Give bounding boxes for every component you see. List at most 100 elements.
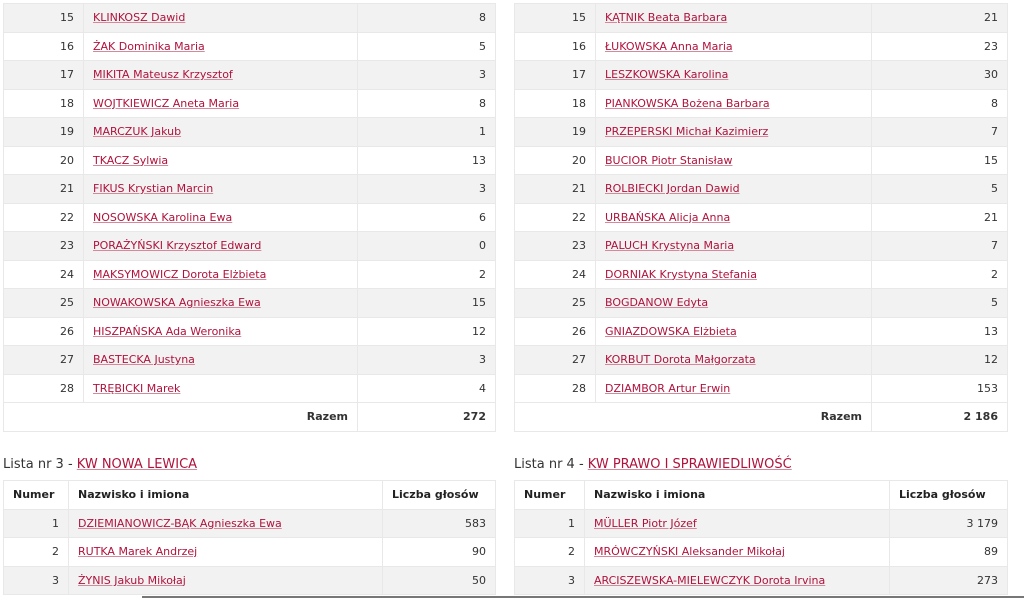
candidate-votes: 8 <box>357 88 496 118</box>
table-row: 26 HISZPAŃSKA Ada Weronika 12 <box>3 316 496 346</box>
candidate-number: 20 <box>514 145 596 175</box>
candidate-name-cell: KĄTNIK Beata Barbara <box>595 3 872 33</box>
table-row: 23 PORAŻYŃSKI Krzysztof Edward 0 <box>3 231 496 261</box>
candidate-votes: 583 <box>382 508 496 538</box>
candidate-number: 27 <box>514 345 596 375</box>
table-row: 1 MÜLLER Piotr Józef 3 179 <box>514 508 1008 538</box>
candidate-votes: 13 <box>871 316 1008 346</box>
list3-heading: Lista nr 3 - KW NOWA LEWICA <box>3 457 197 472</box>
candidate-name-cell: FIKUS Krystian Marcin <box>83 174 358 204</box>
table-row: 1 DZIEMIANOWICZ-BĄK Agnieszka Ewa 583 <box>3 508 496 538</box>
candidate-link[interactable]: DZIAMBOR Artur Erwin <box>605 381 731 395</box>
candidate-number: 25 <box>3 288 84 318</box>
candidate-link[interactable]: BUCIOR Piotr Stanisław <box>605 153 733 167</box>
candidate-link[interactable]: ŁUKOWSKA Anna Maria <box>605 39 733 53</box>
candidate-link[interactable]: PALUCH Krystyna Maria <box>605 239 735 253</box>
candidate-link[interactable]: MARCZUK Jakub <box>93 125 182 139</box>
candidate-number: 18 <box>514 88 596 118</box>
candidate-name-cell: BOGDANOW Edyta <box>595 288 872 318</box>
candidate-link[interactable]: ARCISZEWSKA-MIELEWCZYK Dorota Irvina <box>594 573 826 587</box>
candidate-votes: 89 <box>889 537 1008 567</box>
table-row: 2 MRÓWCZYŃSKI Aleksander Mikołaj 89 <box>514 537 1008 567</box>
candidate-votes: 50 <box>382 565 496 595</box>
candidate-number: 26 <box>3 316 84 346</box>
candidate-number: 19 <box>514 117 596 147</box>
total-row: Razem 2 186 <box>514 402 1008 432</box>
candidate-link[interactable]: MIKITA Mateusz Krzysztof <box>93 68 233 82</box>
table-row: 28 TRĘBICKI Marek 4 <box>3 373 496 403</box>
list4-committee-link[interactable]: KW PRAWO I SPRAWIEDLIWOŚĆ <box>587 457 792 472</box>
candidate-link[interactable]: MÜLLER Piotr Józef <box>594 516 697 530</box>
candidate-number: 24 <box>3 259 84 289</box>
table-row: 23 PALUCH Krystyna Maria 7 <box>514 231 1008 261</box>
candidate-votes: 7 <box>871 231 1008 261</box>
candidate-number: 28 <box>3 373 84 403</box>
candidate-link[interactable]: PIANKOWSKA Bożena Barbara <box>605 96 770 110</box>
candidate-name-cell: DZIAMBOR Artur Erwin <box>595 373 872 403</box>
table-row: 16 ŁUKOWSKA Anna Maria 23 <box>514 31 1008 61</box>
candidate-number: 25 <box>514 288 596 318</box>
candidate-link[interactable]: ŻYNIS Jakub Mikołaj <box>78 573 186 587</box>
list3-committee-link[interactable]: KW NOWA LEWICA <box>76 457 198 472</box>
candidate-name-cell: HISZPAŃSKA Ada Weronika <box>83 316 358 346</box>
candidate-link[interactable]: DZIEMIANOWICZ-BĄK Agnieszka Ewa <box>78 516 282 530</box>
candidate-name-cell: LESZKOWSKA Karolina <box>595 60 872 90</box>
candidate-name-cell: PALUCH Krystyna Maria <box>595 231 872 261</box>
candidates-table-upper-left: 15 KLINKOSZ Dawid 8 16 ŻAK Dominika Maria 5 17… <box>3 3 496 432</box>
candidate-name-cell: GNIAZDOWSKA Elżbieta <box>595 316 872 346</box>
candidate-link[interactable]: DORNIAK Krystyna Stefania <box>605 267 757 281</box>
candidate-link[interactable]: WOJTKIEWICZ Aneta Maria <box>93 96 240 110</box>
candidate-link[interactable]: FIKUS Krystian Marcin <box>93 182 214 196</box>
candidate-name-cell: TRĘBICKI Marek <box>83 373 358 403</box>
candidate-name-cell: MIKITA Mateusz Krzysztof <box>83 60 358 90</box>
table-row: 19 MARCZUK Jakub 1 <box>3 117 496 147</box>
candidate-number: 16 <box>514 31 596 61</box>
horizontal-scrollbar[interactable] <box>142 596 1024 598</box>
candidate-link[interactable]: KLINKOSZ Dawid <box>93 11 186 25</box>
candidate-name-cell: PRZEPERSKI Michał Kazimierz <box>595 117 872 147</box>
candidate-name-cell: KORBUT Dorota Małgorzata <box>595 345 872 375</box>
candidate-name-cell: NOSOWSKA Karolina Ewa <box>83 202 358 232</box>
candidate-number: 21 <box>514 174 596 204</box>
candidate-number: 19 <box>3 117 84 147</box>
candidate-votes: 12 <box>357 316 496 346</box>
table-row: 15 KLINKOSZ Dawid 8 <box>3 3 496 33</box>
candidate-votes: 5 <box>871 288 1008 318</box>
candidate-votes: 90 <box>382 537 496 567</box>
candidate-link[interactable]: GNIAZDOWSKA Elżbieta <box>605 324 737 338</box>
candidate-link[interactable]: PORAŻYŃSKI Krzysztof Edward <box>93 239 262 253</box>
candidate-number: 23 <box>514 231 596 261</box>
candidate-votes: 3 <box>357 174 496 204</box>
candidate-link[interactable]: TKACZ Sylwia <box>93 153 169 167</box>
candidate-link[interactable]: RUTKA Marek Andrzej <box>78 545 198 559</box>
candidate-number: 24 <box>514 259 596 289</box>
candidate-link[interactable]: LESZKOWSKA Karolina <box>605 68 729 82</box>
table-row: 22 NOSOWSKA Karolina Ewa 6 <box>3 202 496 232</box>
candidate-link[interactable]: MAKSYMOWICZ Dorota Elżbieta <box>93 267 267 281</box>
candidate-link[interactable]: TRĘBICKI Marek <box>93 381 181 395</box>
table-row: 17 MIKITA Mateusz Krzysztof 3 <box>3 60 496 90</box>
candidate-link[interactable]: ŻAK Dominika Maria <box>93 39 205 53</box>
candidate-link[interactable]: ROLBIECKI Jordan Dawid <box>605 182 740 196</box>
candidate-link[interactable]: URBAŃSKA Alicja Anna <box>605 210 731 224</box>
candidate-link[interactable]: HISZPAŃSKA Ada Weronika <box>93 324 242 338</box>
candidate-link[interactable]: NOSOWSKA Karolina Ewa <box>93 210 233 224</box>
candidate-link[interactable]: BASTECKA Justyna <box>93 353 195 367</box>
candidate-link[interactable]: NOWAKOWSKA Agnieszka Ewa <box>93 296 261 310</box>
candidate-link[interactable]: PRZEPERSKI Michał Kazimierz <box>605 125 769 139</box>
table-row: 25 BOGDANOW Edyta 5 <box>514 288 1008 318</box>
candidate-link[interactable]: BOGDANOW Edyta <box>605 296 709 310</box>
candidate-link[interactable]: KĄTNIK Beata Barbara <box>605 11 728 25</box>
table-row: 17 LESZKOWSKA Karolina 30 <box>514 60 1008 90</box>
candidate-link[interactable]: MRÓWCZYŃSKI Aleksander Mikołaj <box>594 545 785 559</box>
table-row: 18 PIANKOWSKA Bożena Barbara 8 <box>514 88 1008 118</box>
candidate-link[interactable]: KORBUT Dorota Małgorzata <box>605 353 756 367</box>
candidate-votes: 8 <box>357 3 496 33</box>
candidate-votes: 273 <box>889 565 1008 595</box>
table-row: 3 ŻYNIS Jakub Mikołaj 50 <box>3 565 496 595</box>
total-votes: 2 186 <box>871 402 1008 432</box>
table-row: 27 KORBUT Dorota Małgorzata 12 <box>514 345 1008 375</box>
candidate-name-cell: ŻAK Dominika Maria <box>83 31 358 61</box>
candidate-name-cell: DZIEMIANOWICZ-BĄK Agnieszka Ewa <box>68 508 383 538</box>
